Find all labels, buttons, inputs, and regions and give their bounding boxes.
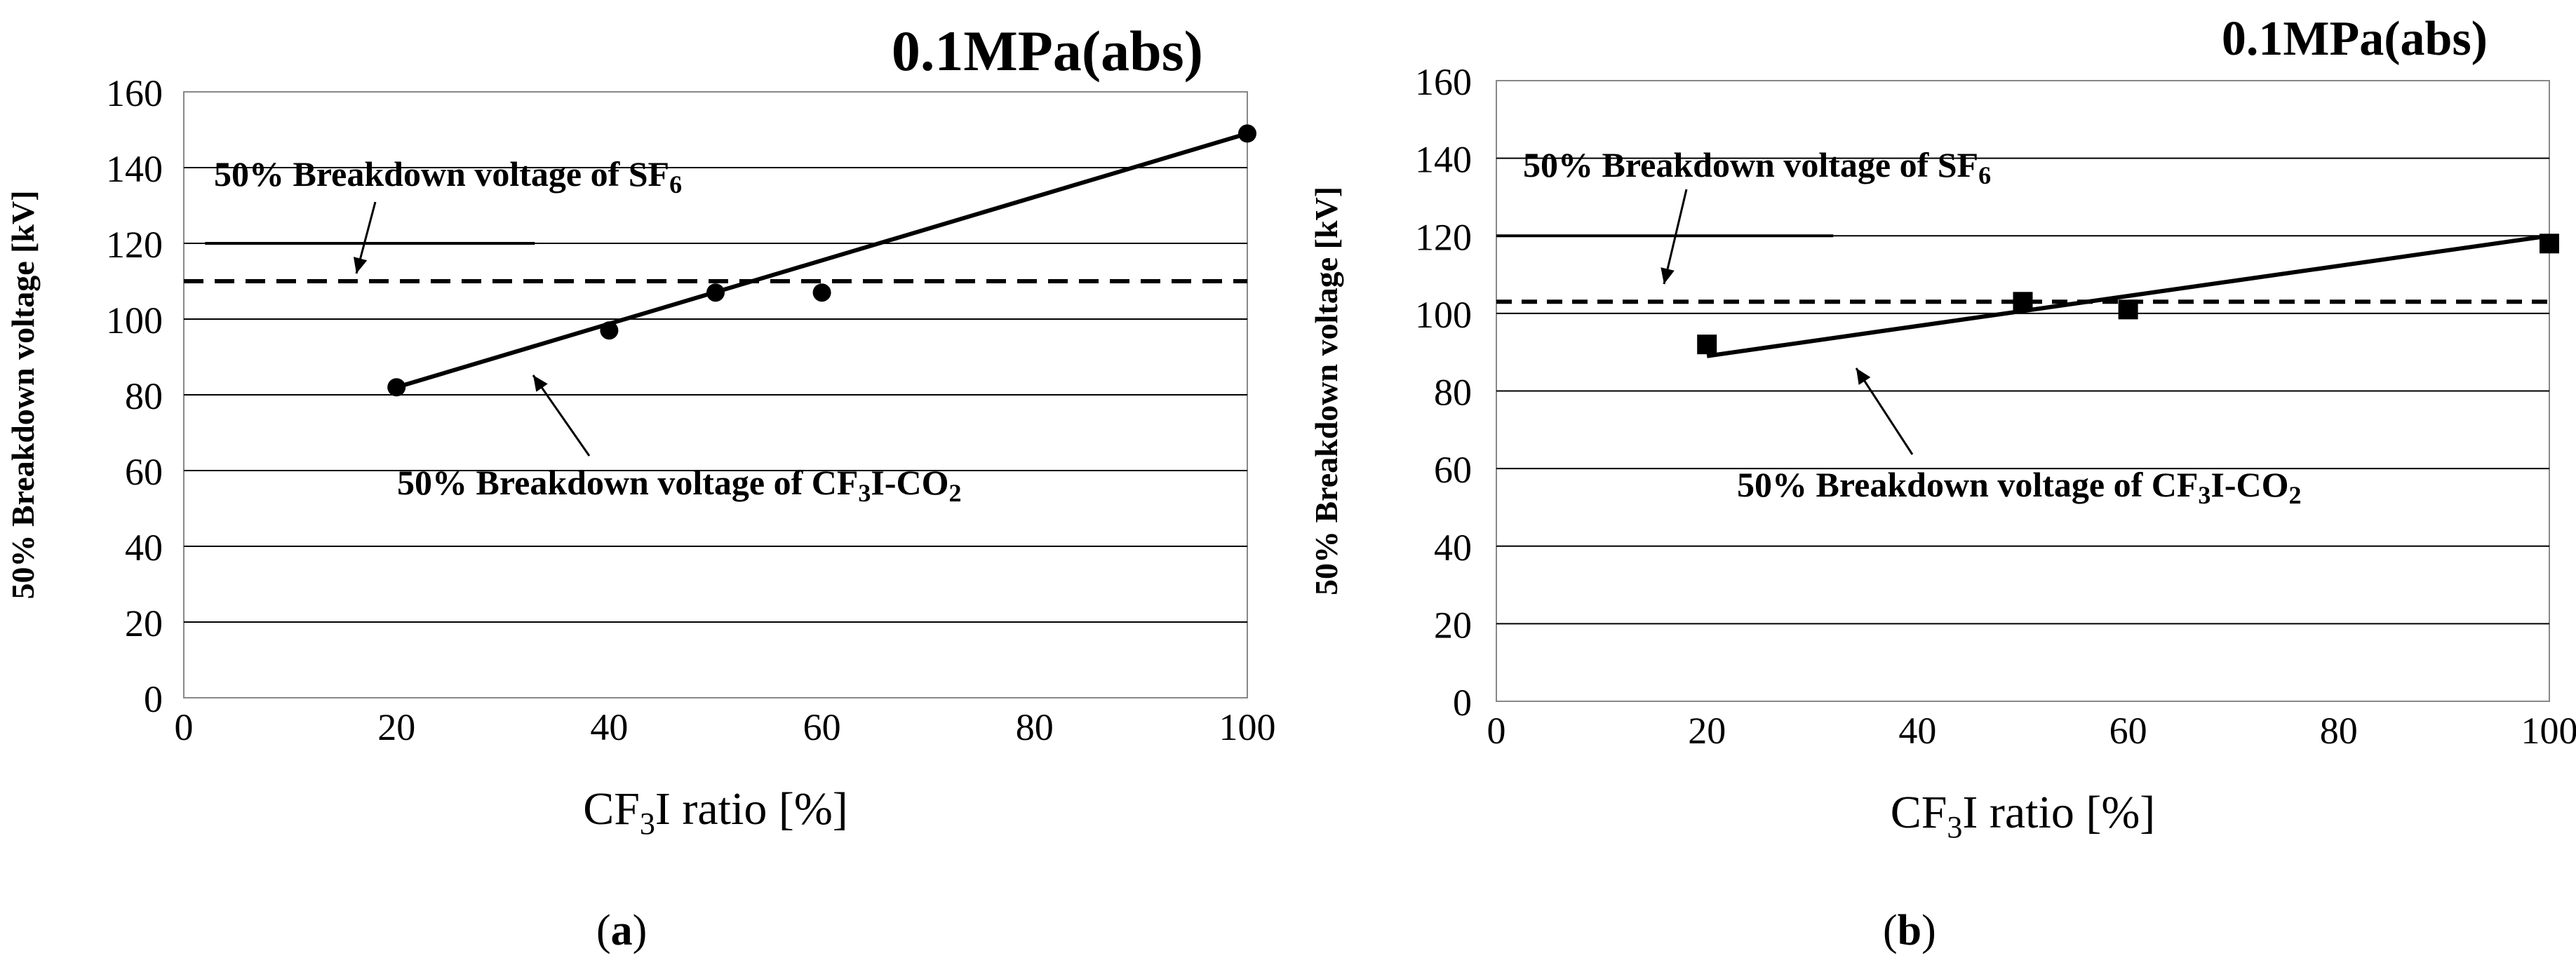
y-tick-label: 100	[1415, 294, 1472, 336]
data-point	[1697, 335, 1717, 355]
cf3i-arrow-head	[533, 375, 548, 392]
x-tick-label: 80	[2320, 710, 2358, 752]
x-axis-label: CF3I ratio [%]	[583, 783, 848, 841]
x-tick-label: 100	[1219, 706, 1276, 748]
sf6-annotation: 50% Breakdown voltage of SF6	[214, 154, 682, 198]
chart-panel-b: 0 20 40 60 80 100 120 140 160 0 20 40 60 80 100 CF3I ra…	[1288, 0, 2576, 979]
y-tick-label: 140	[106, 148, 163, 190]
y-tick-label: 120	[106, 224, 163, 266]
x-tick-label: 0	[1487, 710, 1506, 752]
y-tick-label: 40	[125, 527, 163, 569]
chart-a: 0 20 40 60 80 100 120 140 160 0 20 40 60 80 100 CF3I ra…	[5, 19, 1276, 841]
y-tick-label: 40	[1434, 527, 1472, 569]
cf3i-arrow-head	[1856, 368, 1871, 385]
pressure-header: 0.1MPa(abs)	[2222, 12, 2488, 66]
y-tick-label: 80	[125, 375, 163, 417]
sf6-annotation: 50% Breakdown voltage of SF6	[1523, 145, 1991, 189]
x-tick-label: 60	[2109, 710, 2147, 752]
y-tick-label: 160	[106, 72, 163, 114]
x-tick-label: 100	[2521, 710, 2576, 752]
cf3i-annotation: 50% Breakdown voltage of CF3I-CO2	[1737, 465, 2302, 509]
sf6-arrow-head	[1661, 267, 1675, 284]
cf3i-annotation: 50% Breakdown voltage of CF3I-CO2	[397, 463, 962, 507]
data-point	[387, 378, 406, 397]
y-tick-label: 20	[125, 602, 163, 644]
caption-b: (b)	[1883, 907, 1936, 954]
chart-b: 0 20 40 60 80 100 120 140 160 0 20 40 60 80 100 CF3I ra…	[1308, 12, 2576, 844]
sf6-arrow	[1663, 189, 1688, 285]
fit-line	[396, 131, 1248, 390]
y-tick-label: 140	[1415, 139, 1472, 181]
y-tick-label: 60	[1434, 449, 1472, 491]
x-axis-label: CF3I ratio [%]	[1891, 787, 2156, 844]
y-tick-label: 0	[144, 678, 163, 720]
x-tick-label: 0	[175, 706, 194, 748]
x-tick-label: 60	[803, 706, 841, 748]
y-tick-label: 60	[125, 451, 163, 493]
chart-panel-a: 0 20 40 60 80 100 120 140 160 0 20 40 60 80 100 CF3I ra…	[5, 19, 1276, 954]
x-tick-label: 80	[1016, 706, 1054, 748]
cf3i-arrow	[532, 374, 591, 457]
y-tick-label: 80	[1434, 372, 1472, 414]
fit-line	[1706, 234, 2550, 358]
y-tick-label: 100	[106, 299, 163, 342]
x-tick-label: 40	[590, 706, 628, 748]
data-point	[2118, 299, 2138, 320]
y-axis-label: 50% Breakdown voltage [kV]	[1308, 187, 1344, 595]
data-point	[706, 283, 725, 302]
caption-a: (a)	[596, 907, 648, 954]
x-tick-label: 20	[377, 706, 415, 748]
data-point	[1238, 124, 1256, 143]
x-tick-label: 40	[1898, 710, 1936, 752]
y-tick-label: 120	[1415, 216, 1472, 258]
data-point	[2013, 292, 2033, 312]
y-tick-label: 20	[1434, 604, 1472, 646]
cf3i-arrow	[1855, 367, 1914, 455]
pressure-header: 0.1MPa(abs)	[892, 19, 1203, 83]
sf6-arrow-head	[353, 257, 368, 274]
data-point	[2540, 234, 2559, 254]
x-tick-label: 20	[1688, 710, 1726, 752]
data-point	[812, 283, 831, 302]
data-point	[600, 321, 619, 340]
y-tick-label: 160	[1415, 61, 1472, 103]
y-tick-label: 0	[1453, 682, 1472, 724]
y-axis-label: 50% Breakdown voltage [kV]	[5, 190, 41, 599]
